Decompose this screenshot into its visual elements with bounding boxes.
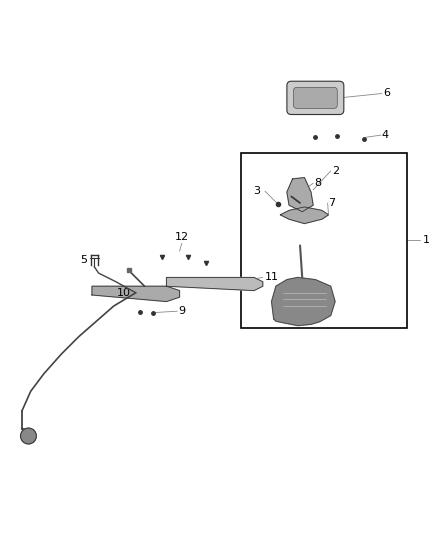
Text: 2: 2 xyxy=(332,166,339,176)
Text: 11: 11 xyxy=(265,272,279,282)
Text: 7: 7 xyxy=(328,198,336,208)
Polygon shape xyxy=(92,286,180,302)
Text: 9: 9 xyxy=(179,306,186,316)
Text: 10: 10 xyxy=(117,288,131,298)
Text: 4: 4 xyxy=(382,130,389,140)
FancyBboxPatch shape xyxy=(293,87,337,108)
Bar xyxy=(241,152,407,328)
Text: 1: 1 xyxy=(423,235,430,245)
Circle shape xyxy=(21,428,36,444)
Polygon shape xyxy=(272,278,335,326)
Polygon shape xyxy=(280,207,328,223)
Text: 8: 8 xyxy=(314,178,321,188)
Text: 12: 12 xyxy=(175,232,189,242)
Polygon shape xyxy=(166,278,263,290)
Polygon shape xyxy=(287,177,313,212)
Text: 5: 5 xyxy=(80,255,87,265)
Text: 6: 6 xyxy=(383,88,390,99)
FancyBboxPatch shape xyxy=(287,81,344,115)
Text: 3: 3 xyxy=(254,186,261,196)
